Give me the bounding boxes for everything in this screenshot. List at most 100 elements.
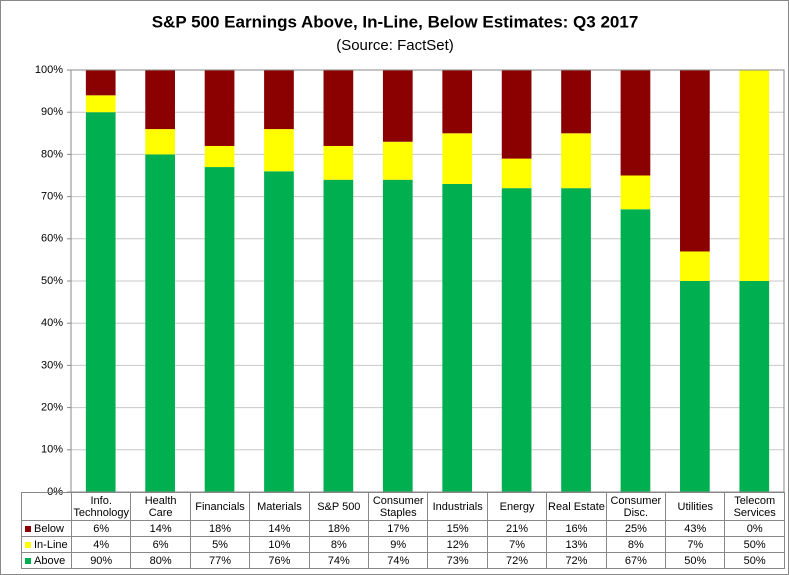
bar-segment <box>264 129 294 172</box>
bar-segment <box>264 70 294 130</box>
x-tick-label: S&P 500 <box>308 492 370 521</box>
legend-entry: In-Line <box>21 536 72 553</box>
value-label: 12% <box>427 536 488 553</box>
bar-segment <box>680 251 710 281</box>
x-tick-label: Materials <box>249 492 310 521</box>
legend-swatch <box>25 525 31 532</box>
bar-segment <box>561 188 591 492</box>
bar-segment <box>85 70 116 96</box>
y-tick-label: 30% <box>41 359 63 371</box>
value-label: 9% <box>368 536 429 553</box>
x-tick-label: Info. Technology <box>70 492 132 521</box>
legend-entry: Below <box>21 520 72 537</box>
data-table: Info. Technology Health Care Financials Mat… <box>21 492 785 569</box>
value-label: 13% <box>546 536 607 553</box>
value-label: 15% <box>427 520 488 537</box>
value-label: 14% <box>249 520 310 537</box>
value-label: 67% <box>605 552 667 569</box>
bars <box>85 70 770 492</box>
chart-title: S&P 500 Earnings Above, In-Line, Below E… <box>152 12 639 31</box>
legend-label: Below <box>34 522 64 535</box>
value-label: 80% <box>130 552 191 569</box>
bar-segment <box>382 70 413 142</box>
legend-swatch <box>25 557 31 564</box>
legend-label: Above <box>34 554 66 567</box>
value-label: 5% <box>189 536 251 553</box>
bar-segment <box>561 70 591 134</box>
value-label: 7% <box>486 536 548 553</box>
bar-segment <box>85 95 116 113</box>
x-tick-label: Utilities <box>665 492 726 521</box>
value-label: 43% <box>665 520 726 537</box>
bar-segment <box>382 179 413 492</box>
value-label: 77% <box>189 552 251 569</box>
bar-segment <box>264 171 294 492</box>
bar-segment <box>620 70 651 176</box>
y-tick-label: 100% <box>35 64 63 76</box>
bar-segment <box>145 154 175 492</box>
value-label: 18% <box>308 520 370 537</box>
legend-label: In-Line <box>34 538 68 551</box>
bar-segment <box>145 129 175 155</box>
value-label: 6% <box>70 520 132 537</box>
bar-segment <box>620 175 651 210</box>
table-row: Above 90% 80% 77% 76% 74% 74% 73% 72% 72% 67% 50% 50… <box>21 552 785 569</box>
value-label: 16% <box>546 520 607 537</box>
bar-segment <box>323 179 354 492</box>
bar-segment <box>680 70 710 252</box>
value-label: 14% <box>130 520 191 537</box>
value-label: 74% <box>308 552 370 569</box>
bar-segment <box>204 167 235 492</box>
x-tick-label: Financials <box>189 492 251 521</box>
value-label: 17% <box>368 520 429 537</box>
table-row: In-Line 4% 6% 5% 10% 8% 9% 12% 7% 13% 8% 7% 50% <box>21 536 785 553</box>
y-tick-label: 50% <box>41 275 63 287</box>
table-row: Below 6% 14% 18% 14% 18% 17% 15% 21% 16% 25% 43% 0% <box>21 520 785 537</box>
x-tick-label: Energy <box>486 492 548 521</box>
legend-swatch <box>25 541 31 548</box>
y-tick-label: 40% <box>41 317 63 329</box>
bar-segment <box>501 188 532 492</box>
bar-segment <box>204 145 235 168</box>
value-label: 50% <box>665 552 726 569</box>
bar-segment <box>382 141 413 180</box>
value-label: 0% <box>724 520 785 537</box>
table-corner <box>21 492 72 521</box>
value-label: 10% <box>249 536 310 553</box>
y-tick-label: 20% <box>41 402 63 414</box>
y-tick-label: 90% <box>41 106 63 118</box>
y-tick-label: 80% <box>41 148 63 160</box>
value-label: 8% <box>308 536 370 553</box>
bar-segment <box>561 133 591 189</box>
bar-segment <box>145 70 175 130</box>
bar-segment <box>442 70 473 134</box>
bar-segment <box>501 70 532 159</box>
value-label: 18% <box>189 520 251 537</box>
table-header: Info. Technology Health Care Financials Mat… <box>21 492 785 521</box>
bar-segment <box>323 70 354 146</box>
bar-segment <box>739 70 770 281</box>
bar-segment <box>739 281 770 492</box>
bar-segment <box>501 158 532 189</box>
y-tick-label: 10% <box>41 444 63 456</box>
x-tick-label: Real Estate <box>546 492 607 521</box>
x-tick-label: Consumer Staples <box>368 492 429 521</box>
value-label: 50% <box>724 536 785 553</box>
value-label: 90% <box>70 552 132 569</box>
value-label: 74% <box>368 552 429 569</box>
bar-segment <box>680 281 710 492</box>
bar-segment <box>620 209 651 492</box>
value-label: 76% <box>249 552 310 569</box>
chart-subtitle: (Source: FactSet) <box>336 37 454 54</box>
value-label: 25% <box>605 520 667 537</box>
value-label: 50% <box>724 552 785 569</box>
y-tick-label: 70% <box>41 191 63 203</box>
x-tick-label: Industrials <box>427 492 488 521</box>
bar-segment <box>442 183 473 492</box>
value-label: 4% <box>70 536 132 553</box>
value-label: 6% <box>130 536 191 553</box>
bar-segment <box>323 145 354 180</box>
legend-entry: Above <box>21 552 72 569</box>
